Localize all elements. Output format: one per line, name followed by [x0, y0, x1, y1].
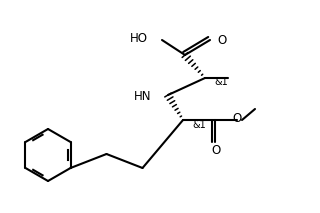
Text: HO: HO [130, 33, 148, 46]
Text: O: O [232, 112, 242, 125]
Text: HN: HN [133, 91, 151, 104]
Text: &1: &1 [192, 120, 206, 130]
Text: &1: &1 [214, 77, 228, 87]
Text: O: O [217, 33, 226, 46]
Text: O: O [212, 144, 220, 157]
